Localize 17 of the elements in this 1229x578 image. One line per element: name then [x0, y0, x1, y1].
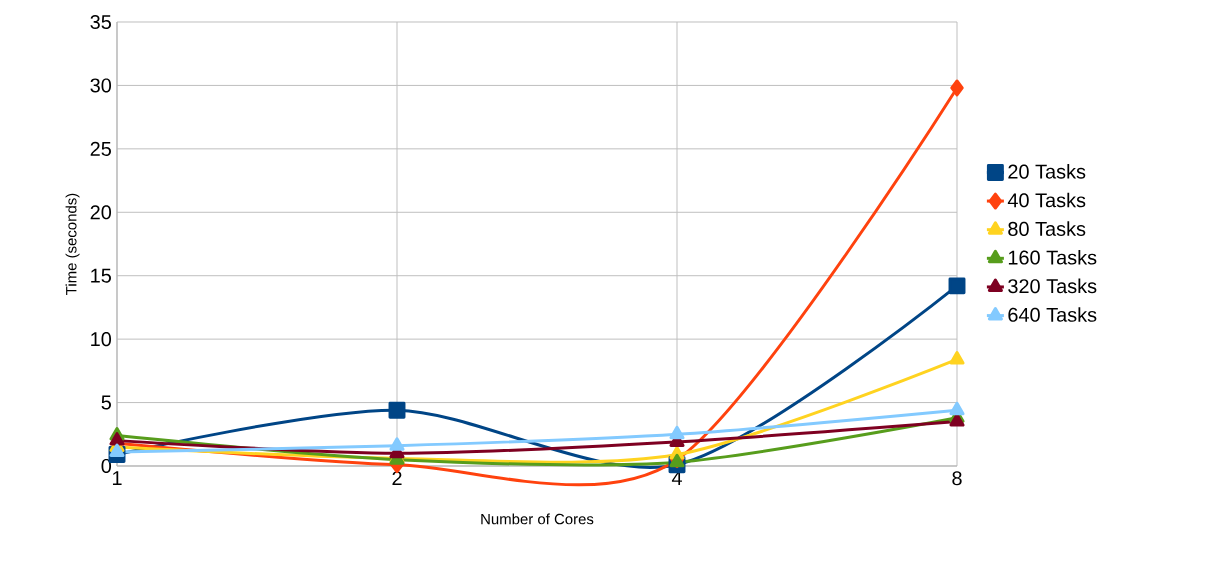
y-tick-label: 20 [90, 205, 112, 220]
legend-label: 80 Tasks [1008, 221, 1086, 236]
y-tick-label: 5 [101, 395, 111, 410]
legend-label: 640 Tasks [1008, 307, 1097, 322]
y-tick-label: 15 [91, 268, 111, 283]
y-tick-label: 10 [91, 332, 112, 347]
y-tick-label: 25 [90, 141, 111, 156]
x-tick-label: 8 [952, 471, 962, 486]
legend-label: 20 Tasks [1008, 164, 1086, 179]
legend-label: 320 Tasks [1008, 278, 1097, 294]
x-tick-label: 1 [112, 471, 122, 485]
y-axis-title: Time (seconds) [65, 193, 80, 295]
legend-label: 40 Tasks [1007, 192, 1086, 208]
y-tick-label: 35 [90, 14, 111, 30]
x-axis-title: Number of Cores [481, 513, 594, 525]
y-tick-label: 30 [90, 78, 112, 93]
legend-label: 160 Tasks [1008, 249, 1097, 265]
